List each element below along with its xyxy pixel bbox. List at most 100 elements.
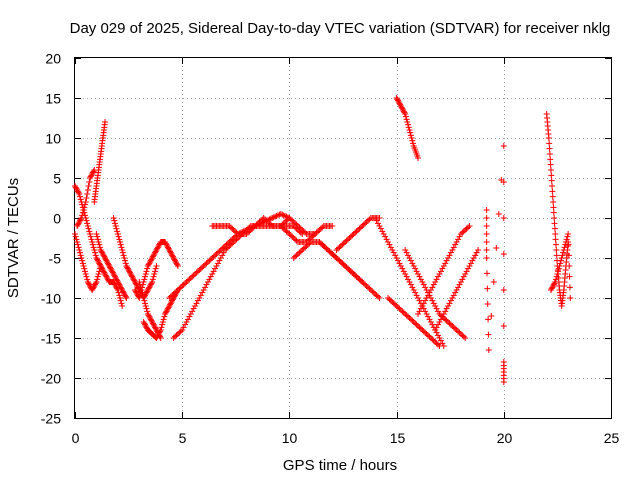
data-point-interp: [174, 331, 181, 337]
data-point-interp: [158, 324, 165, 331]
series-mid-b: [277, 223, 336, 245]
data-point-interp: [405, 252, 412, 259]
data-point-interp: [101, 269, 108, 276]
data-point-interp: [142, 273, 149, 280]
data-point-interp: [355, 227, 362, 233]
data-point-interp: [116, 236, 123, 243]
data-point-interp: [206, 276, 213, 283]
data-point-interp: [224, 244, 231, 251]
data-point: [449, 247, 456, 253]
series-early-cluster-f: [110, 215, 130, 269]
data-point-interp: [550, 281, 557, 288]
data-point: [402, 247, 409, 253]
data-point: [93, 231, 100, 237]
data-point-interp: [107, 265, 114, 272]
data-point-interp: [115, 280, 122, 287]
data-point-interp: [436, 335, 443, 341]
data-point-interp: [397, 307, 404, 313]
data-point-interp: [416, 324, 423, 331]
data-point-interp: [114, 277, 121, 284]
data-point-interp: [352, 229, 359, 236]
x-tick-label: 5: [179, 430, 187, 446]
data-point: [440, 263, 447, 269]
data-point: [359, 279, 366, 285]
data-point-interp: [415, 271, 422, 277]
data-point-interp: [363, 283, 370, 289]
data-point-interp: [79, 212, 86, 219]
data-point: [153, 263, 160, 269]
data-point-interp: [435, 308, 442, 315]
data-point-interp: [74, 239, 81, 245]
data-point: [174, 287, 181, 293]
data-point-interp: [343, 237, 350, 244]
data-point-interp: [117, 284, 124, 291]
data-point-interp: [162, 240, 169, 247]
data-point-interp: [212, 265, 219, 272]
data-point-interp: [387, 244, 394, 251]
data-point-interp: [386, 296, 393, 303]
data-point-interp: [279, 224, 286, 231]
data-point-interp: [84, 191, 91, 197]
data-point-interp: [430, 281, 437, 288]
data-point: [286, 231, 293, 237]
data-point-interp: [144, 288, 151, 295]
data-point-interp: [193, 269, 200, 276]
data-point-interp: [483, 247, 490, 253]
data-point-interp: [565, 241, 572, 248]
data-point: [252, 223, 259, 229]
data-point-interp: [177, 328, 184, 335]
data-point-interp: [557, 260, 564, 267]
data-point-interp: [326, 248, 333, 255]
data-point: [204, 279, 211, 285]
data-point-interp: [163, 241, 170, 248]
data-point: [170, 255, 177, 261]
data-point-interp: [77, 252, 84, 259]
data-point-interp: [169, 252, 176, 259]
data-point-interp: [113, 276, 120, 283]
data-point-interp: [403, 116, 410, 123]
data-point: [440, 311, 447, 317]
data-point-interp: [287, 232, 294, 239]
data-point: [102, 271, 109, 277]
data-point-interp: [230, 227, 237, 233]
data-point: [466, 223, 473, 229]
data-point-interp: [103, 257, 110, 264]
data-point-interp: [376, 223, 383, 229]
data-point-interp: [256, 219, 263, 225]
data-point-interp: [420, 328, 427, 335]
data-point-interp: [164, 307, 171, 313]
data-point-interp: [272, 213, 279, 220]
data-point-interp: [289, 233, 296, 240]
data-point-interp: [142, 321, 149, 328]
data-point-interp: [144, 308, 151, 315]
data-point: [230, 239, 237, 245]
data-point-interp: [413, 268, 420, 275]
y-tick-label: -10: [41, 291, 61, 307]
data-point-interp: [220, 249, 227, 256]
data-point-interp: [98, 264, 105, 271]
data-point-interp: [151, 323, 158, 329]
data-point-interp: [152, 268, 159, 275]
y-tick-label: -15: [41, 331, 61, 347]
data-point-interp: [352, 272, 359, 279]
data-point-interp: [210, 253, 217, 260]
data-point: [552, 279, 559, 285]
data-point-interp: [555, 268, 562, 275]
data-point-interp: [558, 255, 565, 261]
data-point-interp: [436, 319, 443, 325]
data-point: [179, 327, 186, 333]
data-point: [93, 255, 100, 261]
data-point-interp: [407, 129, 414, 136]
data-point-interp: [131, 277, 138, 284]
data-point-interp: [151, 251, 158, 257]
series-mid-c: [290, 239, 366, 285]
data-point-interp: [455, 328, 462, 335]
data-point: [114, 279, 121, 285]
data-point-interp: [405, 124, 412, 131]
data-point-interp: [495, 211, 502, 217]
data-point-interp: [319, 241, 326, 248]
data-point: [226, 223, 233, 229]
data-point: [556, 263, 563, 269]
data-point-interp: [74, 188, 81, 195]
data-point-interp: [443, 305, 450, 312]
